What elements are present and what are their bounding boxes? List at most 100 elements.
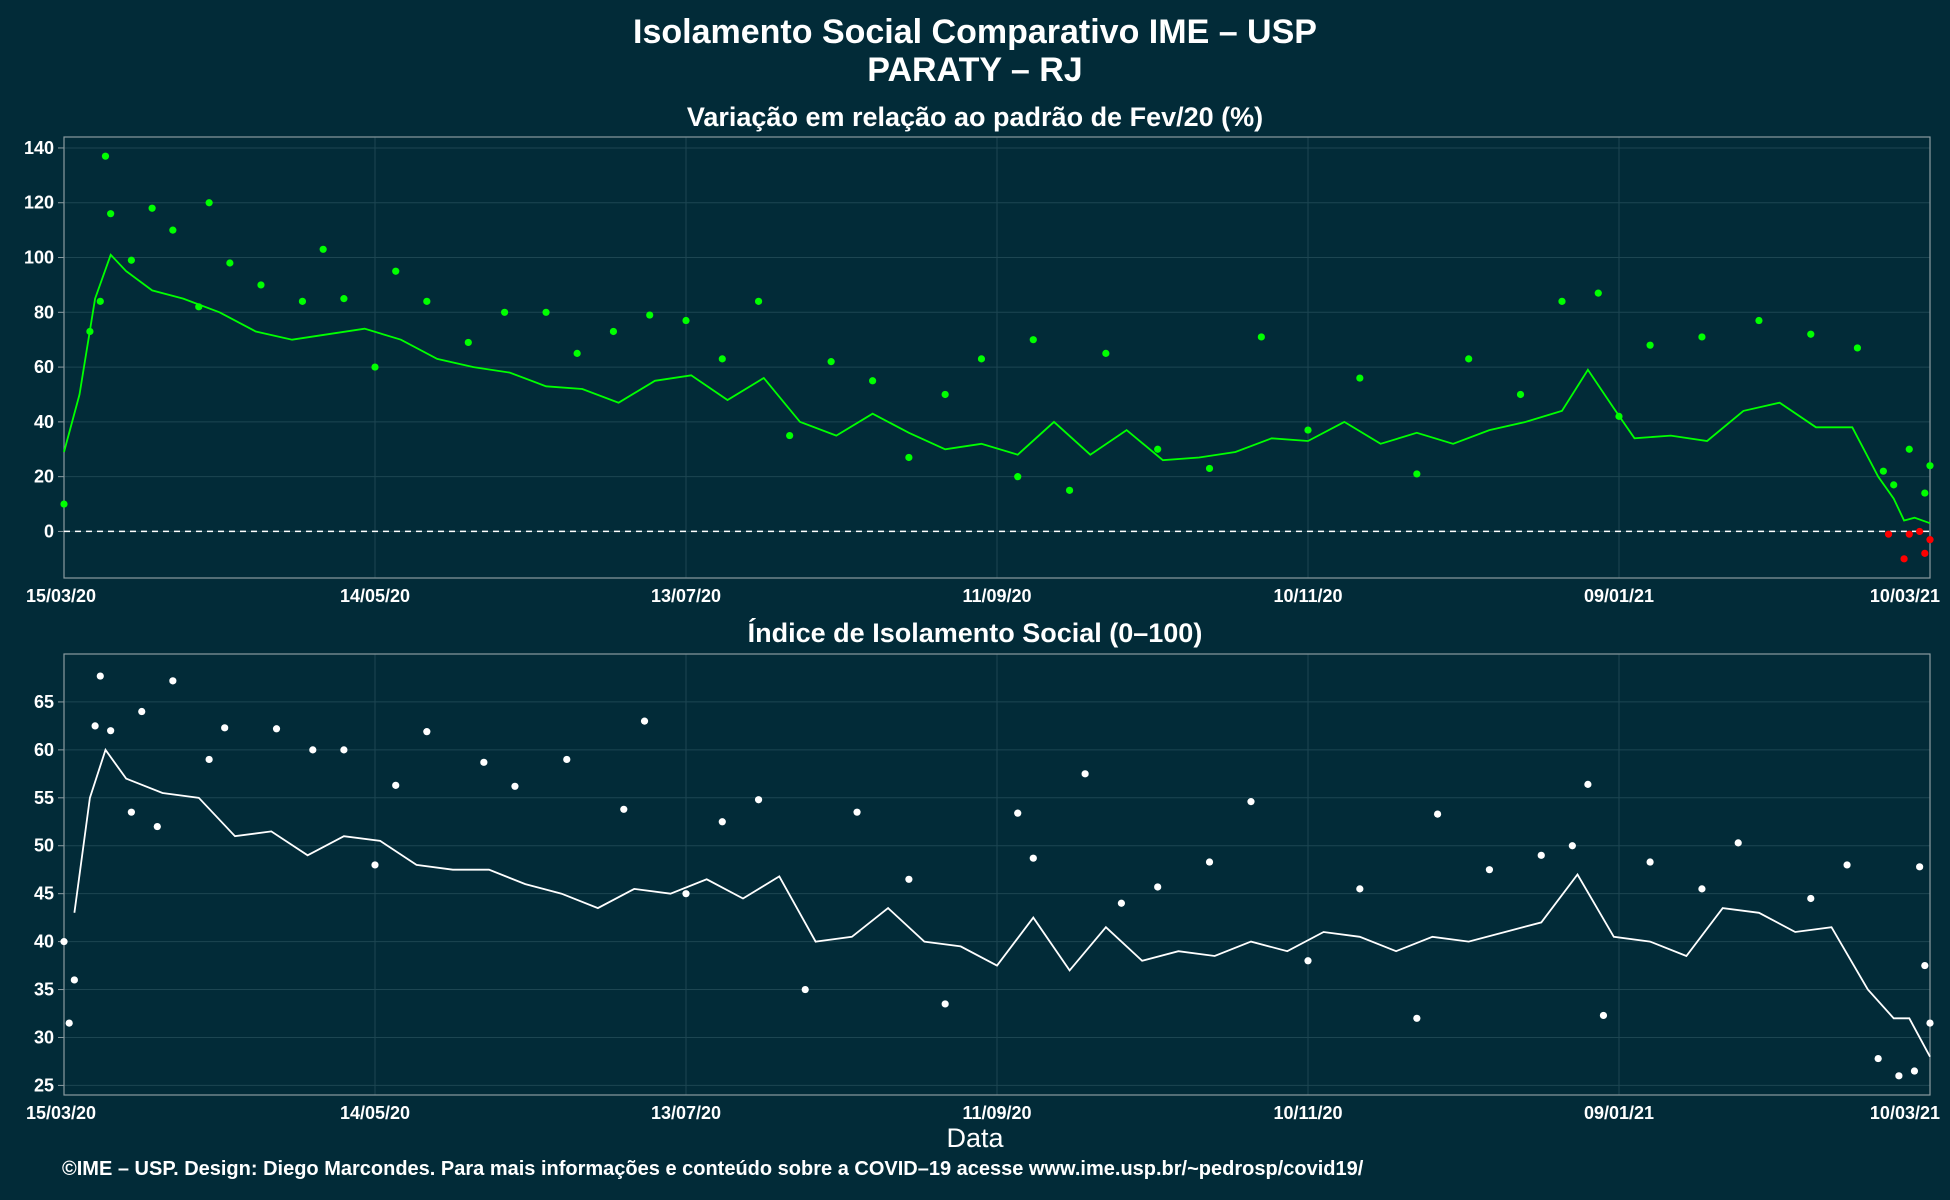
data-point [1905, 445, 1913, 453]
negative-data-point [1905, 530, 1913, 538]
data-point [1117, 899, 1125, 907]
data-point [1890, 481, 1898, 489]
data-point [272, 725, 281, 733]
x-tick-label: 13/07/20 [651, 586, 721, 606]
negative-data-point [1921, 549, 1929, 557]
plot-frame [63, 653, 1931, 1096]
y-tick-label: 30 [34, 1027, 54, 1047]
negative-data-point [1884, 530, 1893, 538]
plot-frame [63, 136, 1931, 579]
x-tick-label: 13/07/20 [651, 1103, 721, 1123]
data-point [573, 349, 581, 357]
data-point [480, 758, 488, 766]
data-point [169, 226, 177, 234]
data-point [1516, 390, 1525, 399]
data-point [1485, 866, 1494, 874]
data-point [138, 707, 146, 716]
data-point [423, 728, 431, 736]
x-tick-label: 10/11/20 [1273, 1103, 1342, 1123]
data-point [1304, 957, 1312, 965]
x-tick-label: 15/03/20 [26, 1103, 96, 1123]
data-point [1413, 1014, 1421, 1022]
data-point [941, 390, 949, 399]
data-point [1910, 1067, 1919, 1075]
data-point [869, 377, 877, 385]
data-point [96, 672, 104, 680]
data-point [65, 1019, 73, 1027]
data-point [1433, 810, 1442, 818]
data-point [70, 976, 78, 984]
y-tick-label: 50 [34, 836, 54, 856]
x-tick-label: 10/11/20 [1273, 586, 1342, 606]
data-point [1558, 297, 1566, 305]
data-point [1081, 770, 1089, 778]
data-point [1065, 486, 1074, 494]
data-point [1014, 809, 1022, 817]
data-point [1304, 426, 1312, 434]
data-point [1926, 462, 1934, 470]
y-tick-label: 40 [34, 932, 54, 952]
data-point [718, 355, 726, 363]
x-tick-label: 09/01/21 [1584, 586, 1654, 606]
y-tick-label: 100 [24, 248, 54, 268]
data-point [392, 781, 400, 789]
data-point [905, 453, 913, 462]
data-point [1594, 289, 1602, 297]
data-point [148, 204, 156, 212]
data-point [1807, 330, 1815, 338]
data-point [309, 746, 317, 754]
data-point [1029, 854, 1037, 862]
data-point [340, 295, 348, 303]
data-point [646, 311, 654, 319]
data-point [1843, 861, 1851, 869]
data-point [221, 724, 229, 732]
data-point [754, 796, 763, 804]
data-point [827, 358, 835, 366]
data-point [153, 822, 161, 831]
data-point [60, 500, 68, 508]
data-point [620, 805, 628, 813]
data-point [1247, 798, 1255, 806]
negative-data-point [1916, 527, 1924, 536]
data-point [1698, 333, 1706, 341]
x-tick-label: 10/03/21 [1870, 1103, 1940, 1123]
data-point [1257, 333, 1265, 341]
y-tick-label: 140 [24, 138, 54, 158]
data-point [257, 281, 265, 289]
data-point [682, 890, 690, 898]
x-tick-label: 10/03/21 [1870, 586, 1940, 606]
data-point [226, 259, 234, 267]
data-point [640, 717, 649, 725]
y-tick-label: 55 [34, 788, 54, 808]
moving-average-line [73, 747, 1931, 1058]
y-tick-label: 20 [34, 467, 54, 487]
data-point [1356, 885, 1364, 893]
data-point [464, 338, 472, 347]
data-point [977, 355, 986, 363]
data-point [718, 818, 726, 826]
y-tick-label: 25 [34, 1075, 54, 1095]
y-tick-label: 60 [34, 740, 54, 760]
data-point [754, 297, 763, 305]
data-point [1154, 883, 1162, 891]
data-point [1921, 489, 1929, 497]
data-point [1698, 885, 1706, 893]
data-point [127, 256, 135, 264]
chart-title: Isolamento Social Comparativo IME – USP [633, 13, 1317, 51]
data-point [1853, 344, 1862, 352]
data-point [542, 308, 550, 316]
y-tick-label: 60 [34, 357, 54, 377]
data-point [1537, 851, 1545, 859]
data-point [853, 808, 861, 816]
data-point [1895, 1072, 1903, 1080]
data-point [563, 755, 571, 764]
data-point [1879, 467, 1887, 475]
x-tick-label: 11/09/20 [962, 1103, 1031, 1123]
data-point [1154, 445, 1162, 453]
data-point [423, 297, 431, 305]
x-tick-label: 15/03/20 [26, 586, 96, 606]
data-point [1734, 839, 1742, 847]
data-point [101, 152, 110, 160]
data-point [1465, 355, 1473, 363]
data-point [1874, 1054, 1882, 1063]
